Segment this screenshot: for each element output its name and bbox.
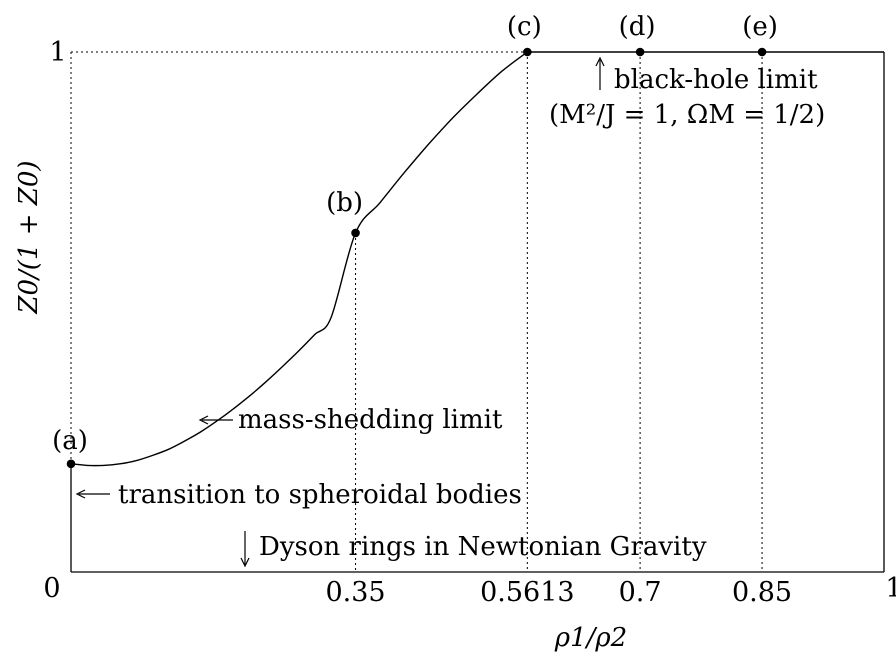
x-axis-label: ρ1/ρ2 bbox=[554, 623, 627, 653]
point-marker-d bbox=[635, 47, 645, 57]
point-label-c: (c) bbox=[507, 12, 542, 42]
annotation-dyson: Dyson rings in Newtonian Gravity bbox=[259, 532, 707, 562]
point-marker-a bbox=[66, 459, 76, 469]
annotation-transition: transition to spheroidal bodies bbox=[118, 480, 522, 510]
point-label-a: (a) bbox=[52, 426, 88, 456]
y-tick-label: 1 bbox=[49, 37, 66, 68]
series-line-1 bbox=[70, 51, 528, 467]
annotation-black-hole: black-hole limit bbox=[614, 65, 818, 95]
point-label-d: (d) bbox=[619, 12, 656, 42]
arrow-dyson bbox=[240, 531, 250, 568]
x-tick-label: 0.85 bbox=[732, 577, 792, 608]
x-tick-label: 0.35 bbox=[325, 577, 385, 608]
x-tick-label: 0.7 bbox=[619, 577, 662, 608]
annotation-mass-shedding: mass-shedding limit bbox=[238, 405, 503, 435]
arrow-transition bbox=[75, 489, 110, 499]
arrow-black-hole bbox=[595, 56, 605, 90]
x-tick-label: 0.5613 bbox=[480, 577, 574, 608]
point-label-e: (e) bbox=[742, 12, 778, 42]
point-marker-c bbox=[523, 47, 532, 57]
dotted-guides bbox=[70, 51, 763, 572]
arrow-mass-shedding bbox=[198, 415, 233, 425]
point-label-b: (b) bbox=[326, 188, 363, 218]
annotation-black-hole-params: (M²/J = 1, ΩM = 1/2) bbox=[549, 100, 825, 130]
curve-layer bbox=[70, 51, 884, 467]
points-layer: (a) (b) (c) (d) (e) bbox=[52, 12, 778, 469]
plot-frame bbox=[70, 52, 885, 573]
point-marker-b bbox=[351, 228, 360, 238]
ticks-layer: 0 0.35 0.5613 0.7 0.85 1 1 bbox=[43, 37, 896, 608]
x-tick-label-end: 1 bbox=[885, 573, 896, 604]
y-axis-label: Z0/(1 + Z0) bbox=[14, 160, 44, 314]
x-tick-label-origin: 0 bbox=[43, 573, 60, 604]
point-marker-e bbox=[757, 47, 767, 57]
